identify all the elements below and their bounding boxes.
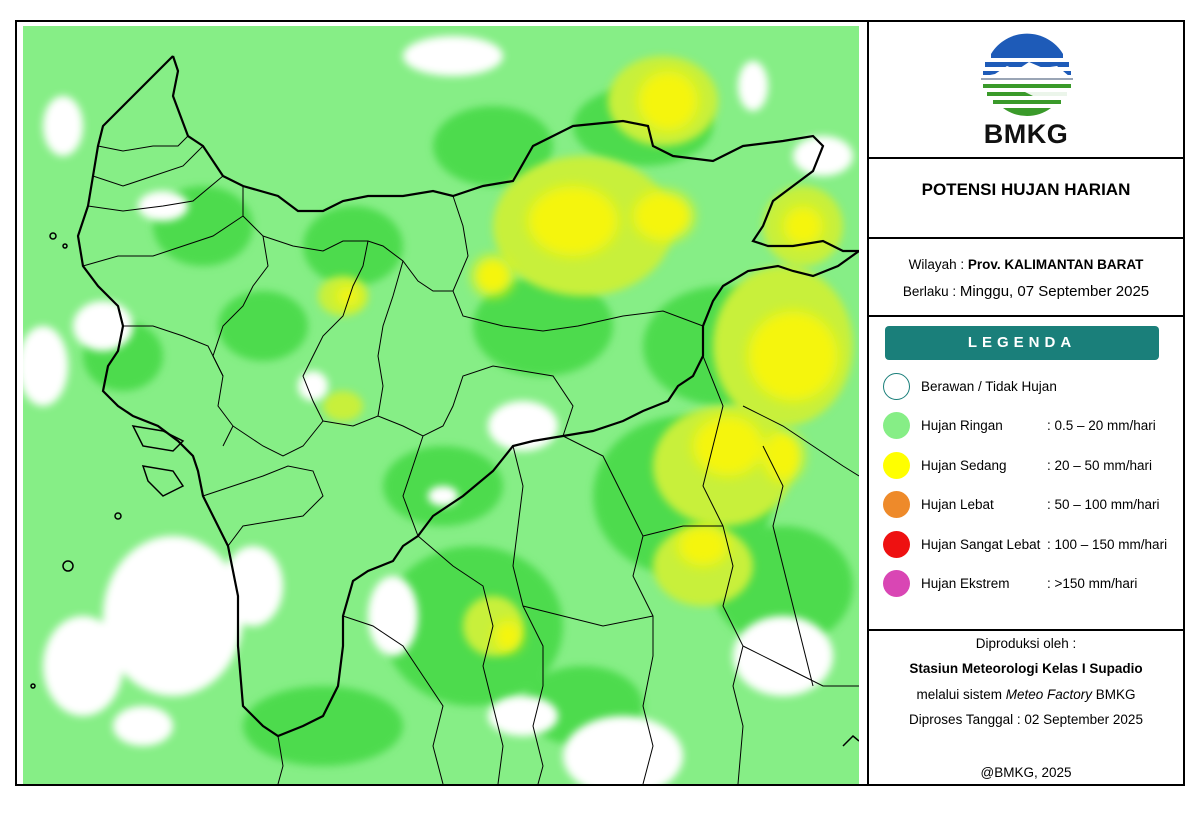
legend-label: Hujan Sangat Lebat xyxy=(921,537,1041,552)
logo-section: BMKG xyxy=(869,22,1183,159)
legend-label: Hujan Sedang xyxy=(921,458,1007,473)
copyright: @BMKG, 2025 xyxy=(980,765,1072,780)
no-rain-area xyxy=(23,36,853,784)
province-boundary-south xyxy=(76,55,859,738)
rainfall-map-svg xyxy=(23,26,859,784)
valid-value: Minggu, 07 September 2025 xyxy=(959,283,1150,300)
legend-item-moderate-rain: Hujan Sedang : 20 – 50 mm/hari xyxy=(883,452,1183,482)
legend-range: : >150 mm/hari xyxy=(1047,576,1138,591)
legend-range: : 100 – 150 mm/hari xyxy=(1047,537,1168,552)
district-boundaries xyxy=(82,135,859,784)
legend-label: Berawan / Tidak Hujan xyxy=(921,379,1057,394)
produced-by: Diproduksi oleh : xyxy=(975,636,1077,651)
legend-label: Hujan Ringan xyxy=(921,418,1003,433)
processed-date: Diproses Tanggal : 02 September 2025 xyxy=(909,712,1143,727)
region-line: Wilayah : Prov. KALIMANTAN BARAT xyxy=(869,257,1183,272)
legend-item-extreme-rain: Hujan Ekstrem : >150 mm/hari xyxy=(883,570,1183,600)
legend-title: LEGENDA xyxy=(885,326,1159,360)
logo-text: BMKG xyxy=(983,119,1069,149)
moderate-rain-area xyxy=(336,71,838,652)
coastal-islands xyxy=(30,232,859,747)
info-section: Wilayah : Prov. KALIMANTAN BARAT Berlaku… xyxy=(869,239,1183,317)
system-suffix: BMKG xyxy=(1092,687,1136,702)
page-title: POTENSI HUJAN HARIAN xyxy=(921,180,1131,199)
legend-section: LEGENDA Berawan / Tidak Hujan Hujan Ring… xyxy=(869,317,1183,631)
legend-swatch-extreme-rain xyxy=(883,570,910,597)
rainfall-map[interactable] xyxy=(23,26,859,784)
legend-swatch-no-rain xyxy=(883,373,910,400)
legend-range: : 0.5 – 20 mm/hari xyxy=(1047,418,1156,433)
legend-label: Hujan Lebat xyxy=(921,497,994,512)
credit-section: Diproduksi oleh : Stasiun Meteorologi Ke… xyxy=(869,631,1183,784)
valid-label: Berlaku : xyxy=(902,284,960,299)
station-name: Stasiun Meteorologi Kelas I Supadio xyxy=(909,661,1143,676)
info-panel: BMKG POTENSI HUJAN HARIAN Wilayah : Prov… xyxy=(869,22,1183,784)
system-prefix: melalui sistem xyxy=(916,687,1006,702)
legend-label: Hujan Ekstrem xyxy=(921,576,1010,591)
system-line: melalui sistem Meteo Factory BMKG xyxy=(869,687,1183,702)
region-label: Wilayah : xyxy=(908,257,968,272)
legend-swatch-heavy-rain xyxy=(883,491,910,518)
legend-range: : 50 – 100 mm/hari xyxy=(1047,497,1160,512)
legend-item-light-rain: Hujan Ringan : 0.5 – 20 mm/hari xyxy=(883,412,1183,442)
legend-item-very-heavy-rain: Hujan Sangat Lebat : 100 – 150 mm/hari xyxy=(883,531,1183,561)
legend-swatch-very-heavy-rain xyxy=(883,531,910,558)
legend-item-no-rain: Berawan / Tidak Hujan xyxy=(883,373,1183,403)
legend-range: : 20 – 50 mm/hari xyxy=(1047,458,1153,473)
valid-date-line: Berlaku : Minggu, 07 September 2025 xyxy=(869,283,1183,300)
legend-swatch-light-rain xyxy=(883,412,910,439)
bmkg-logo-icon xyxy=(981,33,1073,117)
region-value: Prov. KALIMANTAN BARAT xyxy=(967,257,1144,272)
legend-swatch-moderate-rain xyxy=(883,452,910,479)
legend-item-heavy-rain: Hujan Lebat : 50 – 100 mm/hari xyxy=(883,491,1183,521)
map-panel-divider xyxy=(867,20,869,786)
bmkg-logo xyxy=(977,32,1077,129)
province-boundary-north xyxy=(171,55,859,253)
title-section: POTENSI HUJAN HARIAN xyxy=(869,159,1183,239)
system-name: Meteo Factory xyxy=(1005,687,1093,702)
